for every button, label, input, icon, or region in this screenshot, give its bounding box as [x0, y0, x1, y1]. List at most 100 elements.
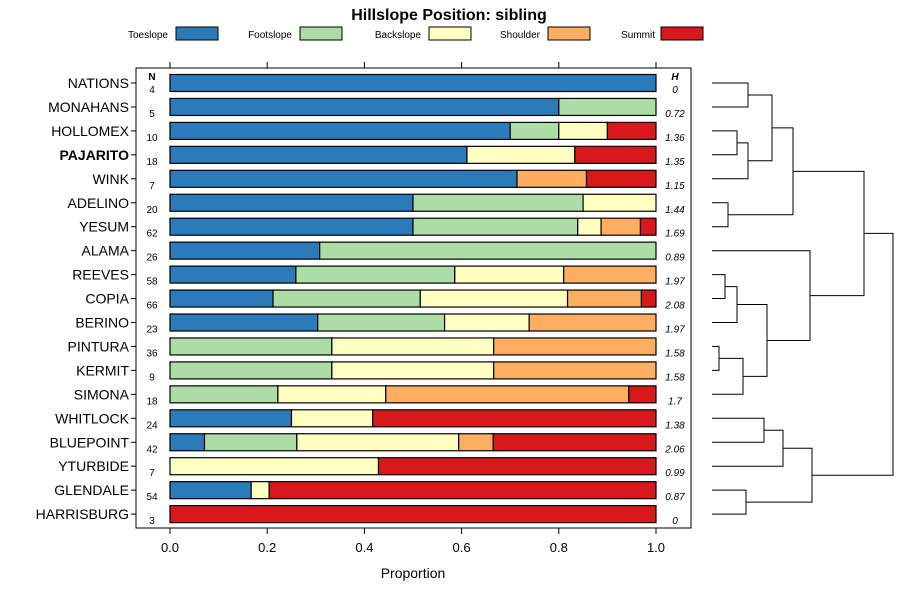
x-tick-label: 0.4 — [355, 540, 373, 555]
dendrogram-branch — [712, 142, 749, 180]
bar-segment-footslope — [169, 361, 333, 380]
h-value: 0.87 — [665, 492, 685, 503]
bar-segment-backslope — [169, 457, 380, 476]
n-value: 26 — [146, 253, 158, 264]
bar-segment-toeslope — [169, 73, 657, 93]
legend-swatch-toeslope — [175, 26, 219, 41]
legend: Toeslope Footslope Backslope Shoulder Summit — [128, 26, 704, 41]
n-value: 54 — [146, 492, 158, 503]
category-label: MONAHANS — [48, 99, 129, 115]
bar-segment-summit — [606, 121, 657, 141]
h-value: 1.15 — [665, 181, 685, 192]
bar-segment-toeslope — [169, 265, 297, 284]
category-label: BLUEPOINT — [50, 434, 130, 450]
bar-segment-footslope — [317, 313, 446, 332]
n-value: 20 — [146, 205, 158, 216]
category-label: COPIA — [85, 291, 129, 307]
h-value: 1.44 — [665, 205, 685, 216]
bar-segment-footslope — [558, 97, 657, 117]
bar-segment-summit — [492, 433, 657, 452]
bar-segment-summit — [377, 457, 657, 476]
n-value: 24 — [146, 420, 158, 431]
dendrogram-branch — [728, 127, 794, 216]
dendrogram-branch — [712, 429, 784, 467]
h-value: 0 — [672, 85, 678, 96]
bar-segment-footslope — [412, 217, 579, 236]
bar-segment-summit — [628, 385, 657, 404]
legend-label-shoulder: Shoulder — [500, 30, 541, 41]
n-value: 9 — [149, 372, 155, 383]
bar-segment-toeslope — [169, 121, 511, 141]
bar-segment-backslope — [558, 121, 608, 141]
category-label: HARRISBURG — [36, 506, 129, 522]
legend-label-footslope: Footslope — [248, 30, 292, 41]
h-value: 2.06 — [664, 444, 685, 455]
h-value: 1.7 — [668, 396, 682, 407]
bar-segment-shoulder — [493, 361, 657, 380]
bar-rows: NATIONS 4 0 MONAHANS 5 0.72 HOLLOMEX 10 1.36 PAJA… — [36, 73, 685, 527]
bar-segment-backslope — [331, 337, 495, 356]
bar-segment-shoulder — [563, 265, 657, 284]
n-value: 7 — [149, 468, 155, 479]
n-value: 5 — [149, 109, 155, 120]
bar-segment-backslope — [443, 313, 530, 332]
h-value: 1.35 — [665, 157, 685, 168]
category-label: ALAMA — [82, 243, 130, 259]
n-column-header: N — [148, 72, 155, 83]
bar-segment-toeslope — [169, 433, 206, 452]
bar-segment-shoulder — [528, 313, 657, 332]
bar-segment-toeslope — [169, 313, 319, 332]
h-value: 1.36 — [665, 133, 685, 144]
n-value: 62 — [146, 229, 158, 240]
n-value: 58 — [146, 277, 158, 288]
bar-segment-footslope — [319, 241, 657, 260]
dendrogram — [712, 82, 894, 515]
x-tick-label: 0.0 — [161, 540, 179, 555]
dendrogram-branch — [712, 82, 749, 108]
bar-segment-toeslope — [169, 97, 560, 117]
plot-frame — [135, 67, 692, 529]
x-tick-label: 0.6 — [453, 540, 471, 555]
bar-segment-summit — [640, 289, 657, 308]
x-tick-label: 0.2 — [258, 540, 276, 555]
dendrogram-branch — [737, 304, 768, 377]
bar-segment-shoulder — [493, 337, 657, 356]
legend-swatch-shoulder — [547, 26, 591, 41]
bar-segment-footslope — [412, 193, 584, 212]
category-label: NATIONS — [68, 75, 129, 91]
legend-swatch-backslope — [428, 26, 472, 41]
bar-segment-backslope — [250, 481, 270, 500]
h-value: 2.08 — [664, 301, 685, 312]
dendrogram-branch — [712, 274, 726, 299]
legend-swatch-summit — [660, 26, 704, 41]
dendrogram-branch — [712, 357, 744, 395]
bar-segment-footslope — [169, 385, 279, 404]
n-value: 23 — [146, 325, 158, 336]
bar-segment-shoulder — [458, 433, 494, 452]
bar-segment-summit — [169, 505, 657, 524]
x-axis-label: Proportion — [381, 565, 446, 581]
legend-label-summit: Summit — [621, 30, 655, 41]
category-label: PAJARITO — [60, 147, 130, 163]
bar-segment-backslope — [296, 433, 460, 452]
bar-segment-shoulder — [566, 289, 643, 308]
chart-title: Hillslope Position: sibling — [351, 7, 547, 24]
dendrogram-branch — [712, 130, 738, 156]
category-label: YESUM — [79, 219, 129, 235]
bar-segment-toeslope — [169, 409, 293, 428]
bar-segment-summit — [372, 409, 657, 428]
bar-segment-toeslope — [169, 145, 468, 164]
category-label: HOLLOMEX — [51, 123, 129, 139]
bar-segment-shoulder — [516, 169, 588, 188]
bar-segment-footslope — [509, 121, 560, 141]
bar-segment-toeslope — [169, 481, 252, 500]
n-value: 7 — [149, 181, 155, 192]
bar-segment-backslope — [331, 361, 495, 380]
category-label: KERMIT — [76, 362, 129, 378]
bar-segment-shoulder — [385, 385, 630, 404]
h-value: 1.58 — [665, 372, 685, 383]
dendrogram-branch — [712, 345, 720, 371]
dendrogram-branch — [712, 250, 811, 341]
h-value: 1.97 — [665, 277, 685, 288]
